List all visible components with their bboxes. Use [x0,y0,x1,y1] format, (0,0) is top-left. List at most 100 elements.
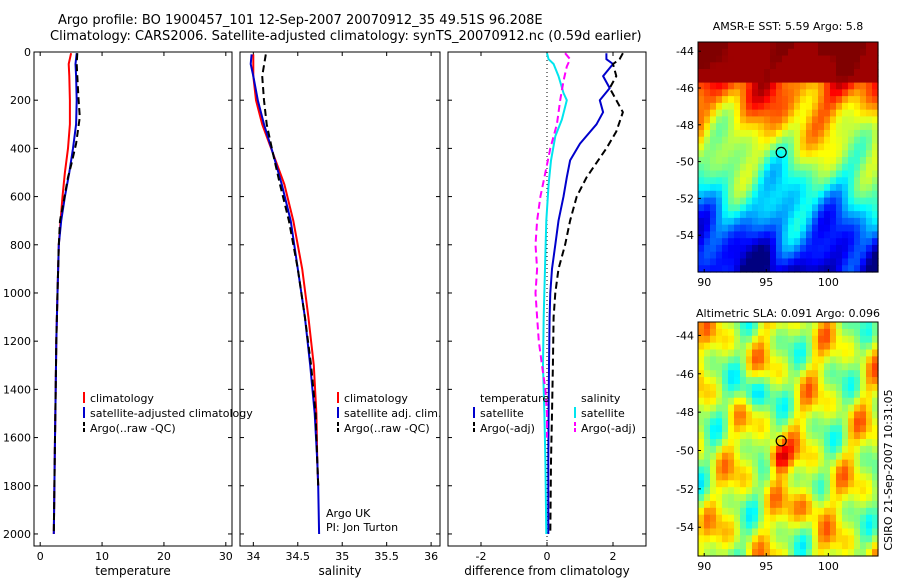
map-cell [698,177,705,185]
map-cell [830,231,837,239]
map-cell [746,238,753,246]
map-cell [770,521,777,530]
map-cell [842,494,849,502]
map-cell [800,265,807,273]
panel-frame [239,51,441,547]
map-cell [764,150,771,158]
map-cell [770,55,777,63]
map-cell [848,542,855,550]
x-tick-label: 36 [424,550,438,563]
map-cell [740,542,747,550]
map-cell [824,238,831,246]
map-cell [770,349,777,358]
map-cell [788,480,795,488]
map-cell [866,258,873,266]
map-cell [698,542,705,550]
map-cell [800,116,807,124]
map-cell [872,184,879,192]
map-cell [818,69,825,77]
map-cell [716,452,723,461]
map-cell [818,425,825,433]
map-cell [716,521,723,530]
map-cell [854,404,861,413]
map-cell [740,356,747,364]
map-cell [830,62,837,70]
map-cell [812,123,819,131]
map-cell [758,136,765,145]
map-cell [848,370,855,378]
map-cell [872,480,879,488]
map-cell [788,204,795,212]
map-cell [800,238,807,246]
map-cell [734,459,741,468]
map-cell [746,528,753,536]
map-cell [770,258,777,266]
map-cell [812,75,819,84]
map-cell [788,62,795,70]
map-cell [824,204,831,212]
map-cell [872,244,879,253]
map-cell [824,397,831,406]
map-cell [830,542,837,550]
map-cell [764,55,771,63]
map-cell [722,251,729,260]
map-cell [740,535,747,543]
map-cell [746,190,753,199]
map-cell [842,328,849,337]
map-cell [722,170,729,178]
map-cell [854,335,861,344]
map-cell [818,251,825,260]
map-cell [740,211,747,219]
map-cell [812,204,819,212]
map-cell [764,238,771,246]
map-cell [704,96,711,104]
map-cell [824,62,831,70]
map-cell [788,432,795,440]
map-cell [836,445,843,454]
map-cell [746,404,753,413]
map-cell [818,411,825,419]
map-cell [842,507,849,516]
map-cell [854,96,861,104]
map-cell [746,62,753,70]
map-cell [758,349,765,358]
map-cell [734,129,741,138]
map-cell [770,432,777,440]
map-cell [836,452,843,461]
map-cell [740,265,747,273]
map-cell [746,377,753,385]
map-cell [740,473,747,481]
map-cell [872,514,879,523]
x-tick-label: 35 [335,550,349,563]
map-cell [698,514,705,523]
map-cell [758,184,765,192]
map-cell [770,116,777,124]
map-cell [704,150,711,158]
map-cell [782,244,789,253]
map-cell [842,452,849,461]
map-cell [854,466,861,475]
map-cell [722,211,729,219]
map-cell [704,521,711,530]
map-cell [746,439,753,447]
map-cell [806,459,813,468]
map-cell [800,445,807,454]
map-cell [716,335,723,344]
map-cell [746,258,753,266]
map-cell [770,535,777,543]
map-cell [716,439,723,447]
map-cell [866,136,873,145]
map-cell [854,184,861,192]
map-cell [764,170,771,178]
map-cell [722,258,729,266]
map-cell [842,404,849,413]
map-cell [710,62,717,70]
y-tick-label: 400 [10,142,31,155]
map-cell [746,328,753,337]
map-cell [860,96,867,104]
map-cell [872,418,879,426]
map-cell [722,411,729,419]
map-cell [782,258,789,266]
map-cell [854,397,861,406]
sla-map: Altimetric SLA: 0.091 Argo: 0.096-44-46-… [676,307,880,573]
